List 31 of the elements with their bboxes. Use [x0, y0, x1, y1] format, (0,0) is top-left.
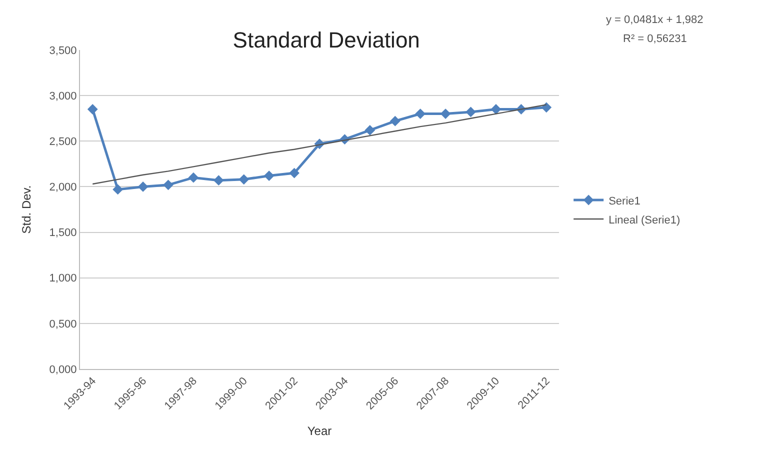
y-tick-label: 3,000 [49, 90, 77, 102]
point [289, 168, 300, 178]
point [238, 174, 250, 185]
y-tick-label: 0,000 [49, 364, 77, 376]
point [466, 106, 476, 118]
y-tick-label: 3,500 [49, 44, 77, 57]
legend-label: Serie1 [608, 195, 640, 208]
point [188, 172, 199, 183]
point [490, 104, 502, 114]
point [440, 108, 451, 119]
point [87, 104, 98, 114]
x-axis-title: Year [307, 424, 332, 438]
point [264, 170, 274, 181]
y-tick-label: 2,500 [49, 136, 77, 148]
point [163, 180, 174, 190]
chart-title: Standard Deviation [232, 28, 420, 53]
point [213, 175, 224, 186]
point [138, 182, 148, 192]
point [390, 116, 400, 126]
legend-label: Lineal (Serie1) [608, 214, 680, 226]
y-tick-label: 0,500 [49, 318, 77, 330]
point [364, 125, 376, 136]
y-tick-label: 1,000 [49, 272, 77, 285]
y-axis-title: Std. Dev. [20, 185, 34, 234]
y-tick-label: 2,000 [49, 182, 77, 194]
y-tick-label: 1,500 [49, 227, 77, 240]
point [541, 102, 552, 113]
point [415, 108, 426, 119]
point [112, 184, 124, 195]
text: y = 0,0481x + 1,982 [606, 14, 704, 26]
text: R² = 0,56231 [623, 33, 687, 45]
